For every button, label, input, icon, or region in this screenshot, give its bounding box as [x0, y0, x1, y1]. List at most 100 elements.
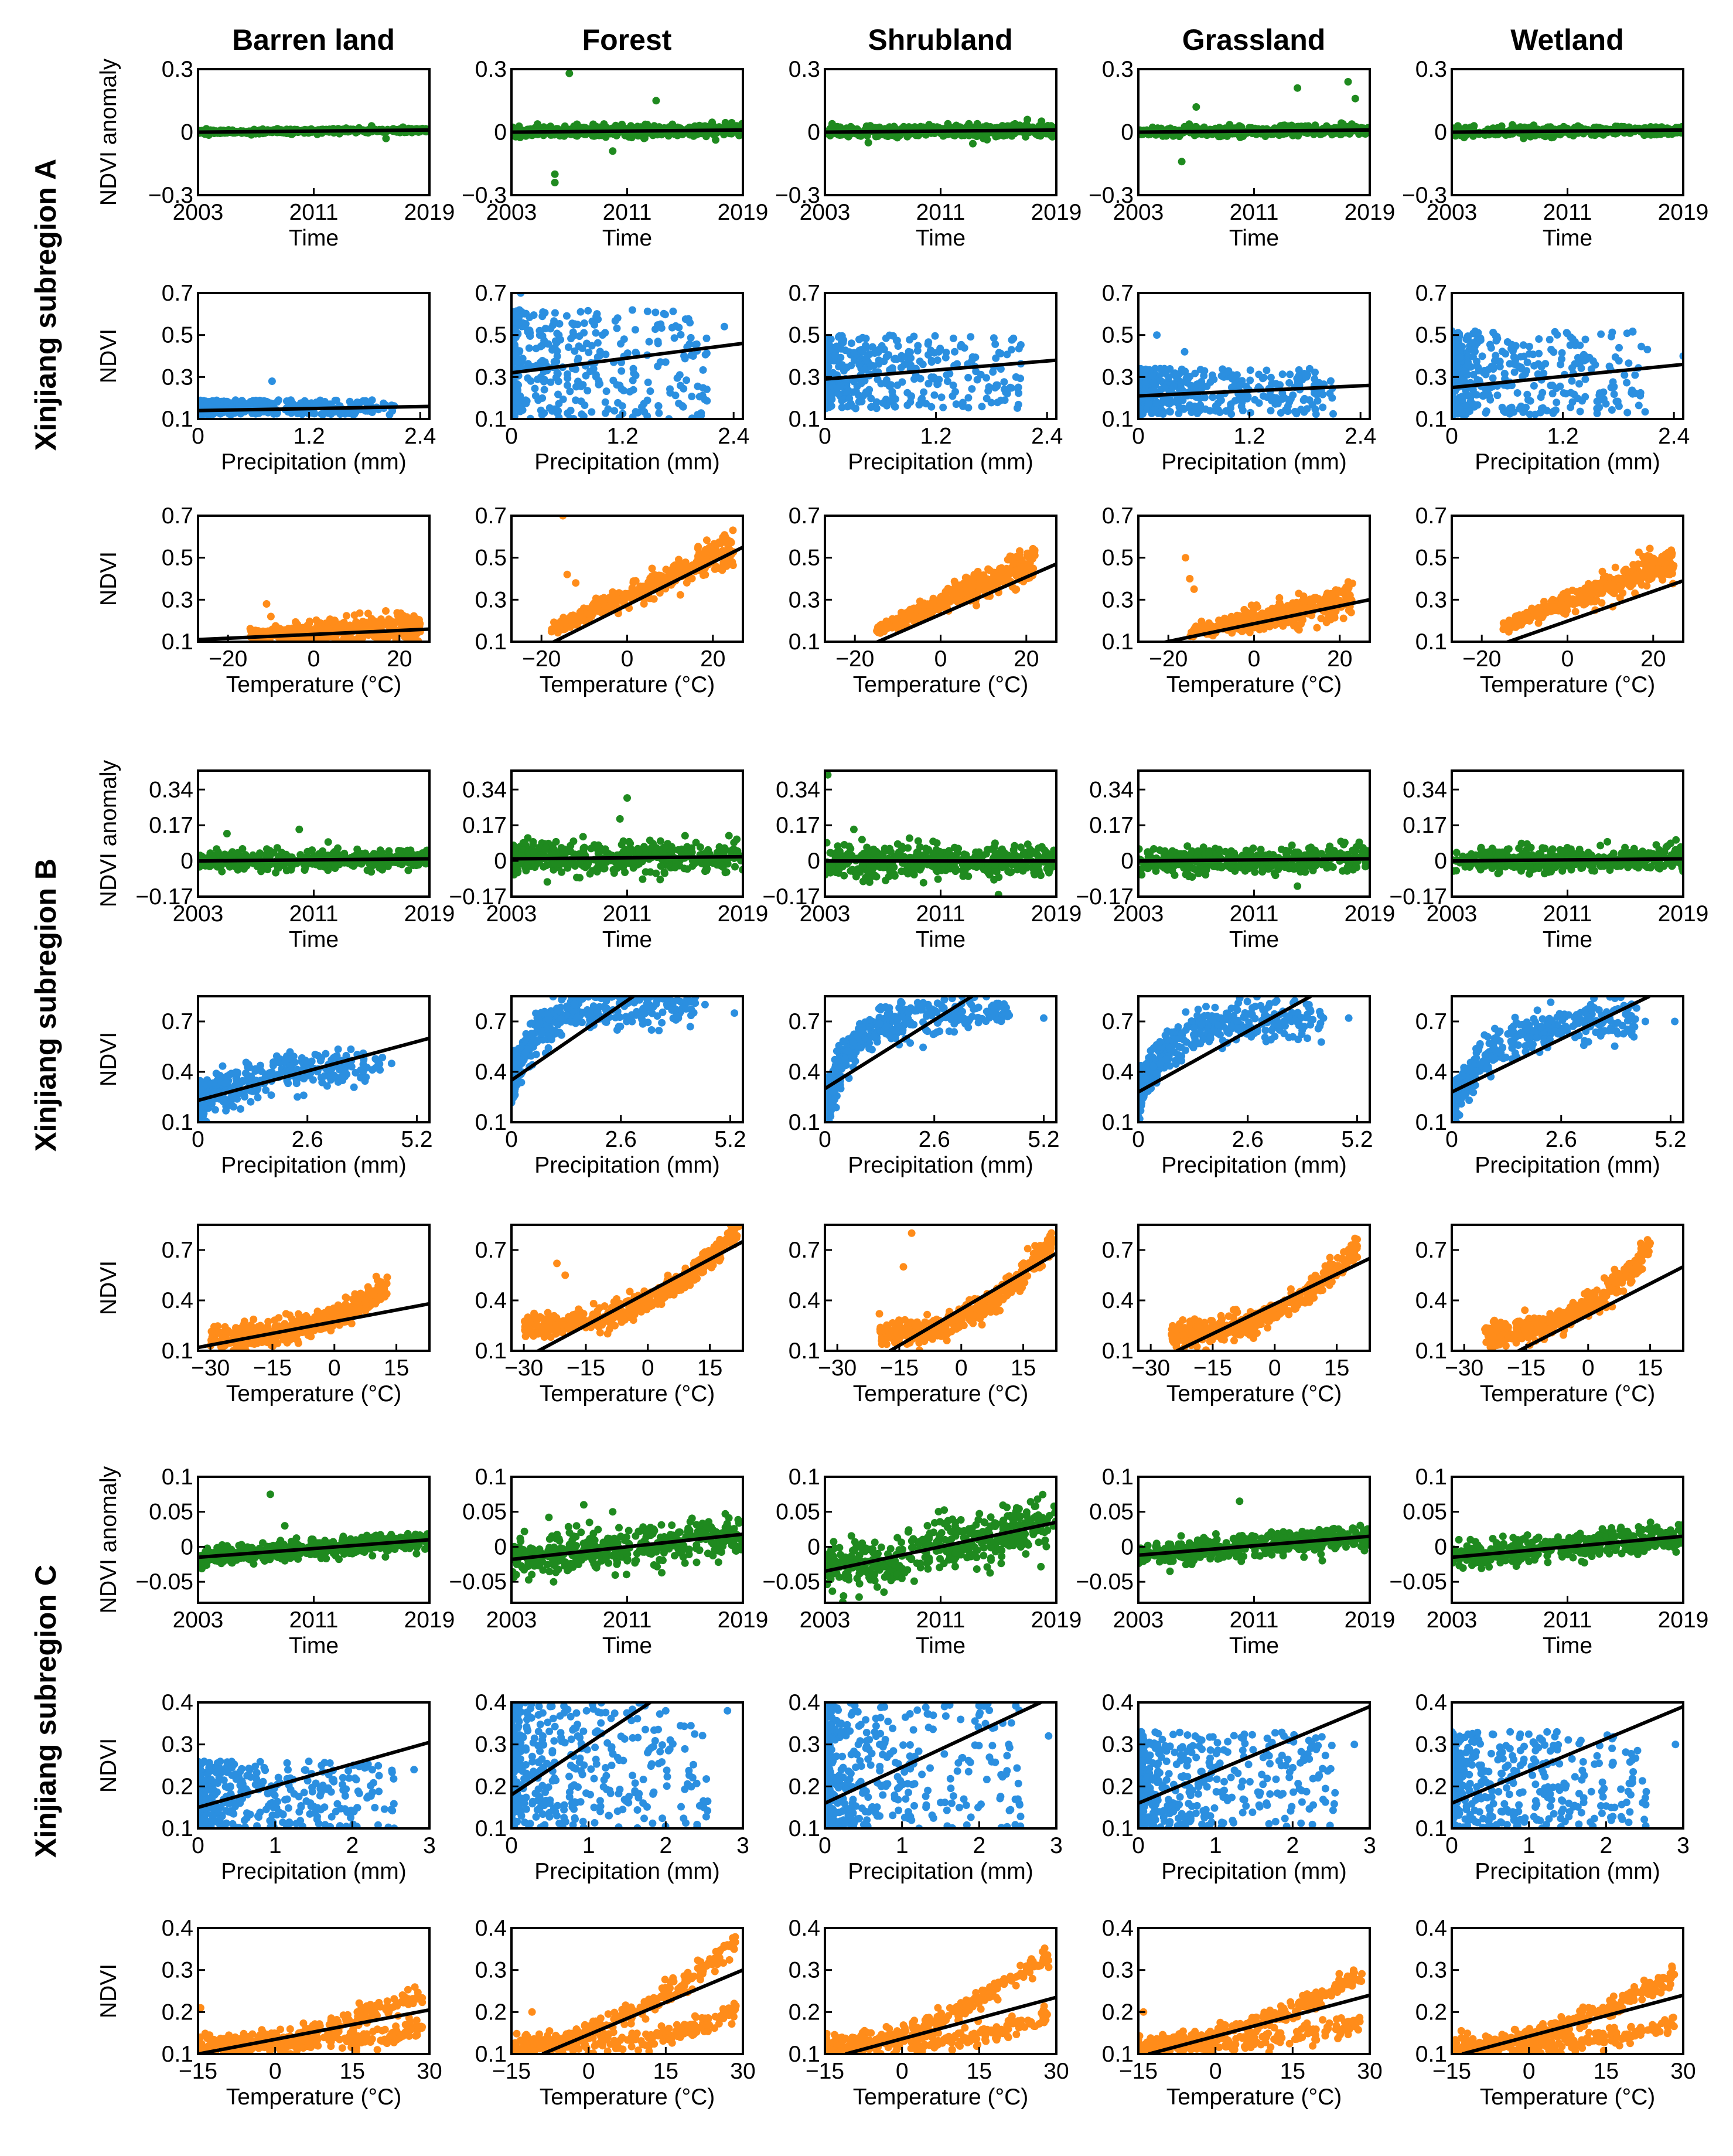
data-point: [356, 609, 364, 617]
data-point: [538, 410, 547, 418]
row-title-subregion-b: Xinjiang subregion B: [29, 859, 62, 1152]
y-tick-label: 0.3: [475, 57, 507, 82]
data-point: [1551, 406, 1560, 414]
data-point: [953, 360, 961, 368]
data-point: [1178, 158, 1186, 166]
data-point: [237, 410, 245, 418]
data-point: [1547, 346, 1555, 353]
data-point: [703, 61, 711, 69]
data-point: [1024, 115, 1032, 124]
data-point: [1452, 374, 1461, 383]
x-axis-label: Time: [916, 226, 966, 251]
data-point: [405, 616, 413, 624]
data-point: [602, 387, 610, 396]
x-tick-label: 1.2: [606, 424, 638, 449]
data-point: [1488, 362, 1496, 370]
data-point: [1507, 403, 1516, 411]
x-tick-label: 2003: [1427, 200, 1478, 225]
data-point: [521, 309, 528, 318]
data-point: [538, 357, 547, 365]
data-point: [1351, 94, 1359, 103]
data-point: [1326, 377, 1335, 385]
data-point: [891, 403, 899, 411]
data-point: [628, 306, 636, 314]
y-tick-label: 0: [494, 120, 507, 145]
data-point: [551, 170, 559, 178]
data-point: [540, 376, 548, 384]
data-point: [857, 346, 865, 354]
data-point: [1459, 396, 1466, 404]
data-point: [987, 398, 995, 407]
data-point: [1469, 400, 1478, 408]
data-point: [319, 410, 327, 418]
data-point: [1486, 396, 1495, 404]
data-point: [875, 356, 883, 365]
data-point: [934, 348, 943, 356]
data-point: [957, 340, 966, 349]
x-tick-label: 2011: [1230, 200, 1279, 225]
data-point: [585, 348, 593, 356]
data-point: [869, 362, 878, 370]
y-tick-label: 0.3: [162, 587, 193, 612]
regression-line: [198, 627, 429, 642]
data-point: [595, 377, 603, 385]
data-point: [943, 371, 951, 379]
data-point: [545, 404, 554, 412]
data-point: [1540, 369, 1548, 377]
data-point: [564, 409, 572, 417]
x-axis-label: Time: [1229, 226, 1279, 251]
data-point: [1227, 400, 1235, 408]
data-point: [648, 564, 656, 573]
data-point: [1295, 372, 1303, 380]
data-point: [1002, 388, 1010, 396]
data-point: [827, 402, 835, 410]
data-point: [1611, 353, 1619, 361]
row-titles: Xinjiang subregion A Xinjiang subregion …: [29, 159, 62, 1858]
data-point: [1496, 358, 1504, 366]
data-point: [671, 322, 680, 330]
y-tick-label: 0.7: [789, 281, 820, 306]
data-point: [583, 339, 591, 348]
y-tick-label: 0.1: [789, 407, 820, 432]
data-point: [513, 398, 520, 407]
data-point: [939, 403, 947, 411]
data-point: [1183, 379, 1192, 387]
data-point: [1237, 396, 1245, 404]
data-point: [331, 396, 339, 404]
data-point: [363, 398, 371, 407]
axes-frame: [197, 292, 431, 420]
x-axis-label: Temperature (°C): [226, 672, 402, 697]
data-point: [1200, 372, 1208, 380]
data-point: [1576, 407, 1584, 415]
data-point: [1472, 391, 1480, 399]
data-point: [1521, 370, 1529, 378]
data-point: [1482, 409, 1490, 417]
data-point: [1209, 393, 1217, 401]
data-point: [840, 367, 848, 375]
data-point: [392, 636, 400, 642]
data-point: [1000, 378, 1008, 386]
data-point: [914, 342, 922, 350]
data-point: [592, 329, 600, 337]
data-point: [831, 352, 839, 360]
data-point: [872, 348, 881, 356]
data-point: [1628, 389, 1636, 397]
data-point: [580, 329, 588, 337]
data-point: [847, 339, 855, 348]
data-point: [1219, 365, 1227, 373]
data-point: [231, 396, 240, 404]
data-point: [1498, 348, 1506, 356]
data-point: [1206, 407, 1214, 415]
data-point: [574, 355, 582, 362]
data-point: [1464, 333, 1472, 341]
data-point: [1493, 391, 1502, 400]
data-point: [1525, 342, 1533, 350]
x-tick-label: 1.2: [293, 424, 325, 449]
data-point: [1267, 407, 1275, 415]
data-point: [1152, 398, 1161, 406]
data-point: [654, 338, 662, 346]
y-tick-label: −0.3: [148, 183, 193, 208]
y-axis-label: NDVI: [96, 329, 121, 383]
data-point: [645, 338, 653, 346]
